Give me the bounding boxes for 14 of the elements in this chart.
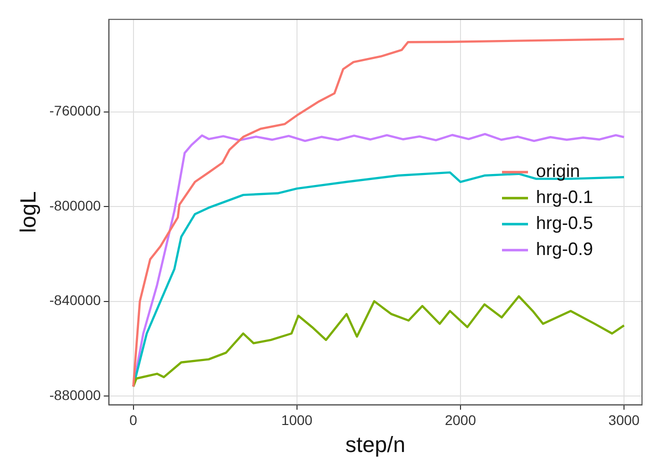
x-tick-label: 0 (129, 412, 138, 428)
x-tick-label: 2000 (444, 412, 476, 428)
x-tick-label: 1000 (281, 412, 313, 428)
y-axis-title: logL (15, 191, 40, 233)
x-tick-label: 3000 (608, 412, 640, 428)
legend-label: hrg-0.1 (536, 187, 594, 208)
x-axis-title: step/n (345, 432, 406, 457)
y-tick-label: -880000 (49, 386, 101, 403)
legend-label: hrg-0.9 (536, 239, 594, 260)
y-tick-label: -840000 (49, 292, 101, 308)
y-tick-label: -760000 (49, 102, 101, 119)
legend-label: hrg-0.5 (536, 213, 594, 234)
legend-label: origin (536, 161, 580, 182)
y-tick-label: -800000 (49, 197, 101, 214)
